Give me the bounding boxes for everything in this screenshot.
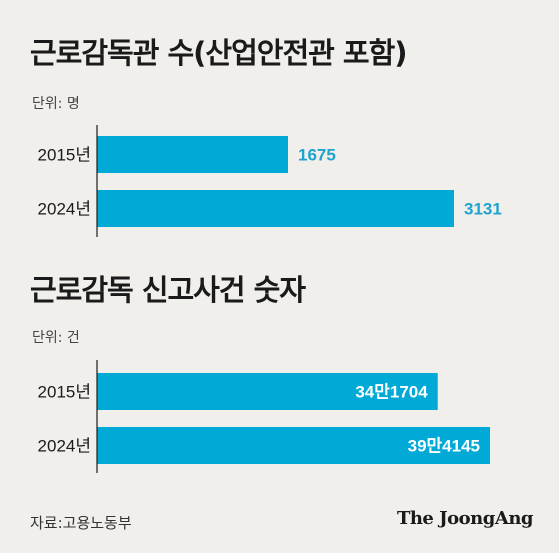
chart-2-value-label: 39만4145 (408, 437, 480, 456)
source-note: 자료:고용노동부 (30, 514, 132, 532)
chart-1: 2015년 1675 2024년 3131 (38, 125, 502, 237)
chart-1-title: 근로감독관 수(산업안전관 포함) (30, 36, 408, 70)
chart-1-unit: 단위: 명 (32, 96, 80, 112)
chart-2-value-label: 34만1704 (355, 383, 428, 402)
chart-2: 2015년 34만1704 2024년 39만4145 (38, 360, 490, 473)
chart-1-bar (97, 136, 288, 173)
chart-2-category-label: 2015년 (38, 383, 91, 402)
chart-1-value-label: 3131 (464, 200, 502, 219)
chart-1-category-label: 2015년 (38, 146, 91, 165)
chart-1-bar (97, 190, 454, 227)
chart-1-category-label: 2024년 (38, 200, 91, 219)
chart-2-bar (97, 373, 438, 410)
brand-logo: The JoongAng (396, 508, 534, 529)
chart-2-unit: 단위: 건 (32, 330, 80, 346)
chart-2-category-label: 2024년 (38, 437, 91, 456)
chart-1-value-label: 1675 (298, 146, 336, 165)
chart-2-bar (97, 427, 490, 464)
chart-2-title: 근로감독 신고사건 숫자 (30, 273, 306, 307)
